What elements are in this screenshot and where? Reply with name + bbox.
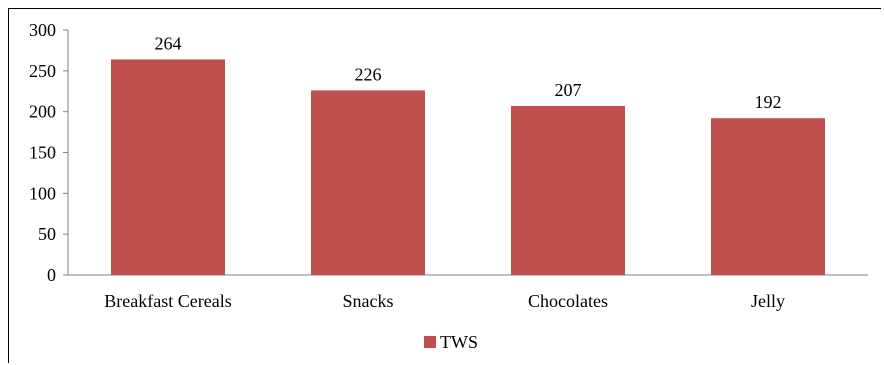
y-tick-label: 250	[29, 61, 56, 81]
legend-swatch-tws	[424, 336, 436, 348]
legend-label-tws: TWS	[440, 332, 478, 352]
x-tick-label: Snacks	[343, 291, 394, 311]
y-tick-label: 200	[29, 102, 56, 122]
bar-snacks	[311, 90, 425, 275]
y-tick-label: 150	[29, 143, 56, 163]
data-labels: 264 226 207 192	[155, 33, 782, 112]
chart-frame	[8, 8, 881, 363]
data-label-snacks: 226	[355, 64, 382, 84]
y-tick-label: 300	[29, 20, 56, 40]
x-tick-label: Jelly	[751, 291, 785, 311]
legend: TWS	[424, 332, 478, 352]
data-label-jelly: 192	[755, 92, 782, 112]
bar-chocolates	[511, 105, 625, 275]
y-tick-label: 50	[38, 224, 56, 244]
data-label-chocolates: 207	[555, 80, 582, 100]
bar-jelly	[711, 118, 825, 275]
bar-breakfast-cereals	[111, 59, 225, 276]
x-tick-label: Breakfast Cereals	[104, 291, 231, 311]
y-ticks: 0 50 100 150 200 250 300	[29, 20, 68, 285]
data-label-breakfast-cereals: 264	[155, 33, 182, 53]
bars	[111, 59, 825, 276]
y-tick-label: 0	[47, 265, 56, 285]
x-ticks: Breakfast Cereals Snacks Chocolates Jelly	[104, 291, 785, 311]
y-tick-label: 100	[29, 183, 56, 203]
x-tick-label: Chocolates	[528, 291, 608, 311]
